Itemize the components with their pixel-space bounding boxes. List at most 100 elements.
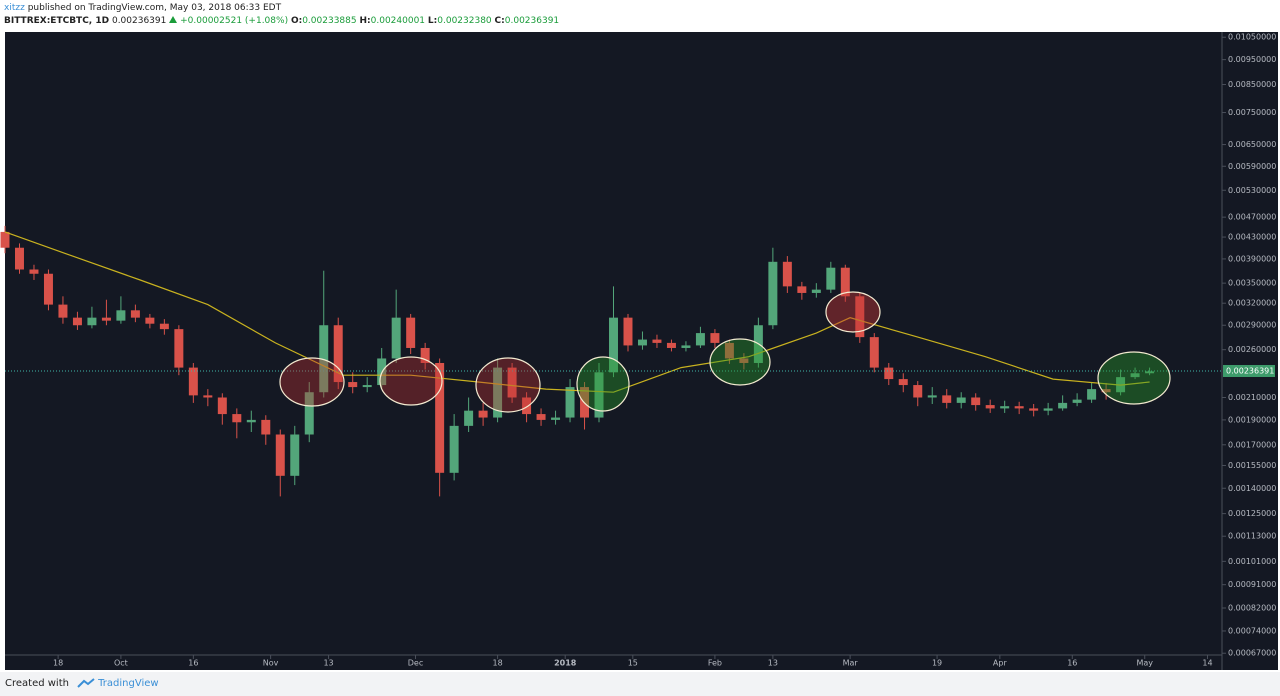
candle-body [333,325,343,383]
candle-body [43,273,53,305]
x-tick-label: Mar [843,659,859,668]
y-tick-label: 0.00113000 [1228,532,1276,541]
candle-body [174,329,184,368]
x-tick-label: Oct [114,659,128,668]
candle-body [811,289,821,293]
candle-body [898,379,908,386]
candle-body [362,385,372,388]
symbol: BITTREX:ETCBTC, 1D [4,16,110,26]
ohlc-label: C: [494,16,505,26]
candle-body [87,317,97,326]
candle-body [637,339,647,346]
candle-body [739,358,749,363]
y-tick-label: 0.00170000 [1228,440,1276,449]
ohlc-label: H: [359,16,371,26]
candle-body [840,267,850,297]
candle-body [261,419,271,435]
candle-body [884,367,894,380]
x-tick-label: 18 [493,659,503,668]
candle-body [710,333,720,343]
axes: 0.01050000 0.00950000 0.00850000 0.00750000… [53,33,1276,668]
price: 0.00236391 [111,16,167,26]
candle-body [478,410,488,418]
published: published on TradingView.com, May 03, 20… [27,3,282,13]
y-tick-label: 0.00390000 [1228,254,1276,263]
x-tick-label: Nov [263,659,279,668]
candle-body [652,339,662,343]
candle-body [1043,408,1053,411]
candle-body [551,417,561,420]
candle-body [101,317,111,321]
ohlc-label: L: [427,16,438,26]
candle-body [507,367,517,398]
footer: Created with TradingView [0,672,1280,696]
brand[interactable]: TradingView [98,678,159,689]
candle-body [797,286,807,293]
candle-body [1029,408,1039,411]
footer-text: Created with [5,678,69,689]
bullish-circle [709,338,771,386]
y-tick-label: 0.01050000 [1228,33,1276,42]
candle-body [956,397,966,403]
candle-body [985,405,995,409]
candle-body [275,434,285,476]
candle-body [855,296,865,338]
change: +0.00002521 (+1.08%) [180,16,289,26]
last-price-box [1223,364,1275,377]
candle-body [145,317,155,324]
y-tick-label: 0.00850000 [1228,80,1276,89]
y-tick-label: 0.00155000 [1228,461,1276,470]
y-tick-label: 0.00750000 [1228,108,1276,117]
author[interactable]: xitzz [4,3,25,13]
candle-body [609,317,618,373]
y-tick-label: 0.00125000 [1228,509,1276,518]
x-tick-label: Dec [408,659,423,668]
candle-body [304,392,314,435]
bearish-circle [379,356,443,406]
y-tick-label: 0.00430000 [1228,233,1276,242]
o: O:0.00233885 [291,16,357,26]
candle-body [565,387,575,418]
candle-body [464,410,474,426]
y-tick-label: 0.00210000 [1228,393,1276,402]
ohlc-value: 0.00233885 [302,16,357,26]
candle-body [623,317,633,346]
up-arrow [169,16,178,23]
bearish-circle [475,357,541,413]
plot-background [5,32,1278,670]
candle-body [666,342,676,348]
logo [77,678,95,688]
quote-line: BITTREX:ETCBTC, 1D 0.00236391 +0.0000252… [4,15,1276,28]
candle-body [159,323,169,330]
candle-body [14,247,24,270]
candle-body [406,317,416,348]
bearish-circle [825,291,881,333]
x-tick-label: Feb [708,659,722,668]
x-tick-label: 2018 [554,659,577,668]
candle-body [217,397,227,415]
candle-body [724,342,734,359]
candle-body [594,372,604,418]
x-tick-label: 13 [768,659,778,668]
x-tick-label: 13 [323,659,333,668]
candle-body [1145,371,1155,374]
candle-body [869,337,879,368]
moving-average [4,231,1150,393]
candle-body [913,385,923,398]
candle-body [0,231,10,248]
candle-body [1087,389,1097,400]
x-tick-label: 16 [1067,659,1077,668]
candle-body [971,397,981,406]
y-tick-label: 0.00590000 [1228,162,1276,171]
candle-body [1000,406,1010,409]
l: L:0.00232380 [428,16,492,26]
y-tick-label: 0.00067000 [1228,649,1276,658]
candle-body [1130,373,1140,378]
candle-body [116,310,126,321]
y-tick-label: 0.00320000 [1228,299,1276,308]
chart: 0.01050000 0.00950000 0.00850000 0.00750000… [0,30,1280,672]
y-tick-label: 0.00260000 [1228,345,1276,354]
header: xitzz published on TradingView.com, May … [0,0,1280,30]
candle-body [1101,389,1111,393]
candle-body [435,362,445,473]
